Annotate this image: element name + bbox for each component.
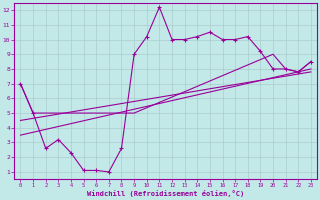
- X-axis label: Windchill (Refroidissement éolien,°C): Windchill (Refroidissement éolien,°C): [87, 190, 244, 197]
